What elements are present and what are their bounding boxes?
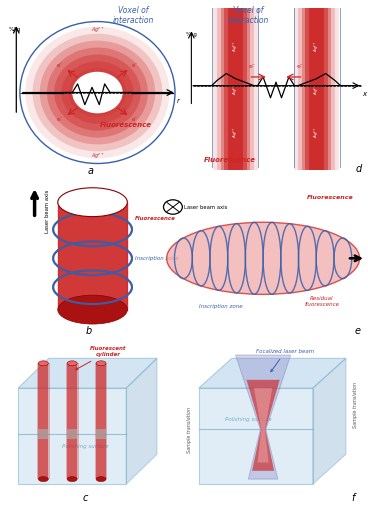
Text: r: r [177, 98, 180, 104]
Text: e⁻: e⁻ [132, 63, 138, 68]
Text: Laser beam axis: Laser beam axis [45, 189, 50, 233]
Text: e⁻: e⁻ [248, 64, 256, 69]
Bar [213, 8, 258, 171]
Polygon shape [67, 430, 77, 439]
Text: Polishing surface: Polishing surface [61, 444, 108, 448]
Ellipse shape [58, 188, 127, 217]
Polygon shape [199, 388, 313, 484]
Text: Polishing surface: Polishing surface [225, 417, 272, 422]
Ellipse shape [38, 361, 48, 366]
Ellipse shape [47, 47, 148, 137]
Text: Ag$^{z+}$: Ag$^{z+}$ [91, 151, 104, 161]
Ellipse shape [67, 361, 77, 366]
Text: Ag$^{z+}$: Ag$^{z+}$ [312, 83, 321, 95]
Text: e⁻: e⁻ [132, 117, 138, 122]
Polygon shape [67, 363, 77, 479]
Bar [228, 8, 243, 171]
Ellipse shape [96, 361, 106, 366]
Text: Inscription zone: Inscription zone [135, 256, 179, 261]
Text: %Ag: %Ag [9, 27, 21, 32]
Polygon shape [199, 358, 346, 388]
Text: b: b [86, 326, 92, 335]
Bar [298, 8, 335, 171]
Ellipse shape [61, 62, 134, 124]
Text: Ag$^{z+}$: Ag$^{z+}$ [312, 126, 321, 138]
Text: e: e [354, 326, 361, 335]
Text: Fluorescence: Fluorescence [135, 216, 176, 221]
Text: Ag$^{z+}$: Ag$^{z+}$ [91, 25, 104, 35]
Text: c: c [82, 493, 88, 502]
Text: %Ag: %Ag [186, 32, 198, 37]
Polygon shape [96, 363, 106, 479]
Ellipse shape [58, 295, 127, 324]
Polygon shape [66, 363, 78, 479]
Ellipse shape [54, 54, 141, 131]
Polygon shape [236, 355, 291, 479]
Bar [221, 8, 250, 171]
Bar [302, 8, 331, 171]
Ellipse shape [72, 72, 123, 114]
Text: Ag$^{z+}$: Ag$^{z+}$ [312, 40, 321, 52]
Text: Focalized laser beam: Focalized laser beam [256, 349, 314, 372]
Bar [217, 8, 254, 171]
Polygon shape [95, 363, 107, 479]
Text: a: a [87, 166, 93, 176]
Polygon shape [38, 363, 48, 479]
Polygon shape [18, 358, 157, 388]
Text: Sample translation: Sample translation [353, 382, 358, 428]
Text: Laser beam axis: Laser beam axis [184, 205, 228, 210]
Polygon shape [96, 430, 106, 439]
Polygon shape [37, 363, 50, 479]
Polygon shape [58, 202, 127, 309]
Text: Voxel of
interaction: Voxel of interaction [113, 6, 154, 25]
Text: d: d [356, 164, 362, 174]
Text: Fluorescence: Fluorescence [307, 195, 354, 200]
Text: e⁻: e⁻ [56, 63, 63, 68]
Text: Inscription zone: Inscription zone [199, 304, 243, 309]
Ellipse shape [67, 476, 77, 482]
Text: Voxel of
interaction: Voxel of interaction [228, 6, 269, 25]
Ellipse shape [68, 68, 126, 117]
Polygon shape [18, 388, 126, 484]
Ellipse shape [32, 34, 162, 151]
Polygon shape [313, 358, 346, 484]
Text: Fluorescent
cylinder: Fluorescent cylinder [75, 346, 127, 370]
Bar [294, 8, 339, 171]
Text: x: x [362, 91, 367, 97]
Polygon shape [247, 380, 280, 471]
Text: Fluorescence: Fluorescence [99, 122, 152, 128]
Bar [224, 8, 247, 171]
Polygon shape [254, 388, 272, 463]
Polygon shape [126, 358, 157, 484]
Text: e⁻: e⁻ [296, 64, 304, 69]
Text: Fluorescence: Fluorescence [204, 157, 256, 163]
Text: Sample translation: Sample translation [187, 406, 192, 453]
Text: Ag$^{z+}$: Ag$^{z+}$ [231, 83, 240, 95]
Ellipse shape [25, 27, 170, 158]
Ellipse shape [163, 200, 183, 214]
Bar [305, 8, 328, 171]
Ellipse shape [96, 476, 106, 482]
Polygon shape [38, 430, 48, 439]
Ellipse shape [40, 41, 155, 145]
Text: f: f [351, 493, 355, 502]
Text: Ag$^{z+}$: Ag$^{z+}$ [231, 40, 240, 52]
Text: Residual
fluorescence: Residual fluorescence [304, 296, 339, 307]
Text: Ag$^{z+}$: Ag$^{z+}$ [231, 126, 240, 138]
Ellipse shape [38, 476, 48, 482]
Ellipse shape [167, 222, 360, 294]
Text: e⁻: e⁻ [56, 117, 63, 122]
Bar [309, 8, 324, 171]
